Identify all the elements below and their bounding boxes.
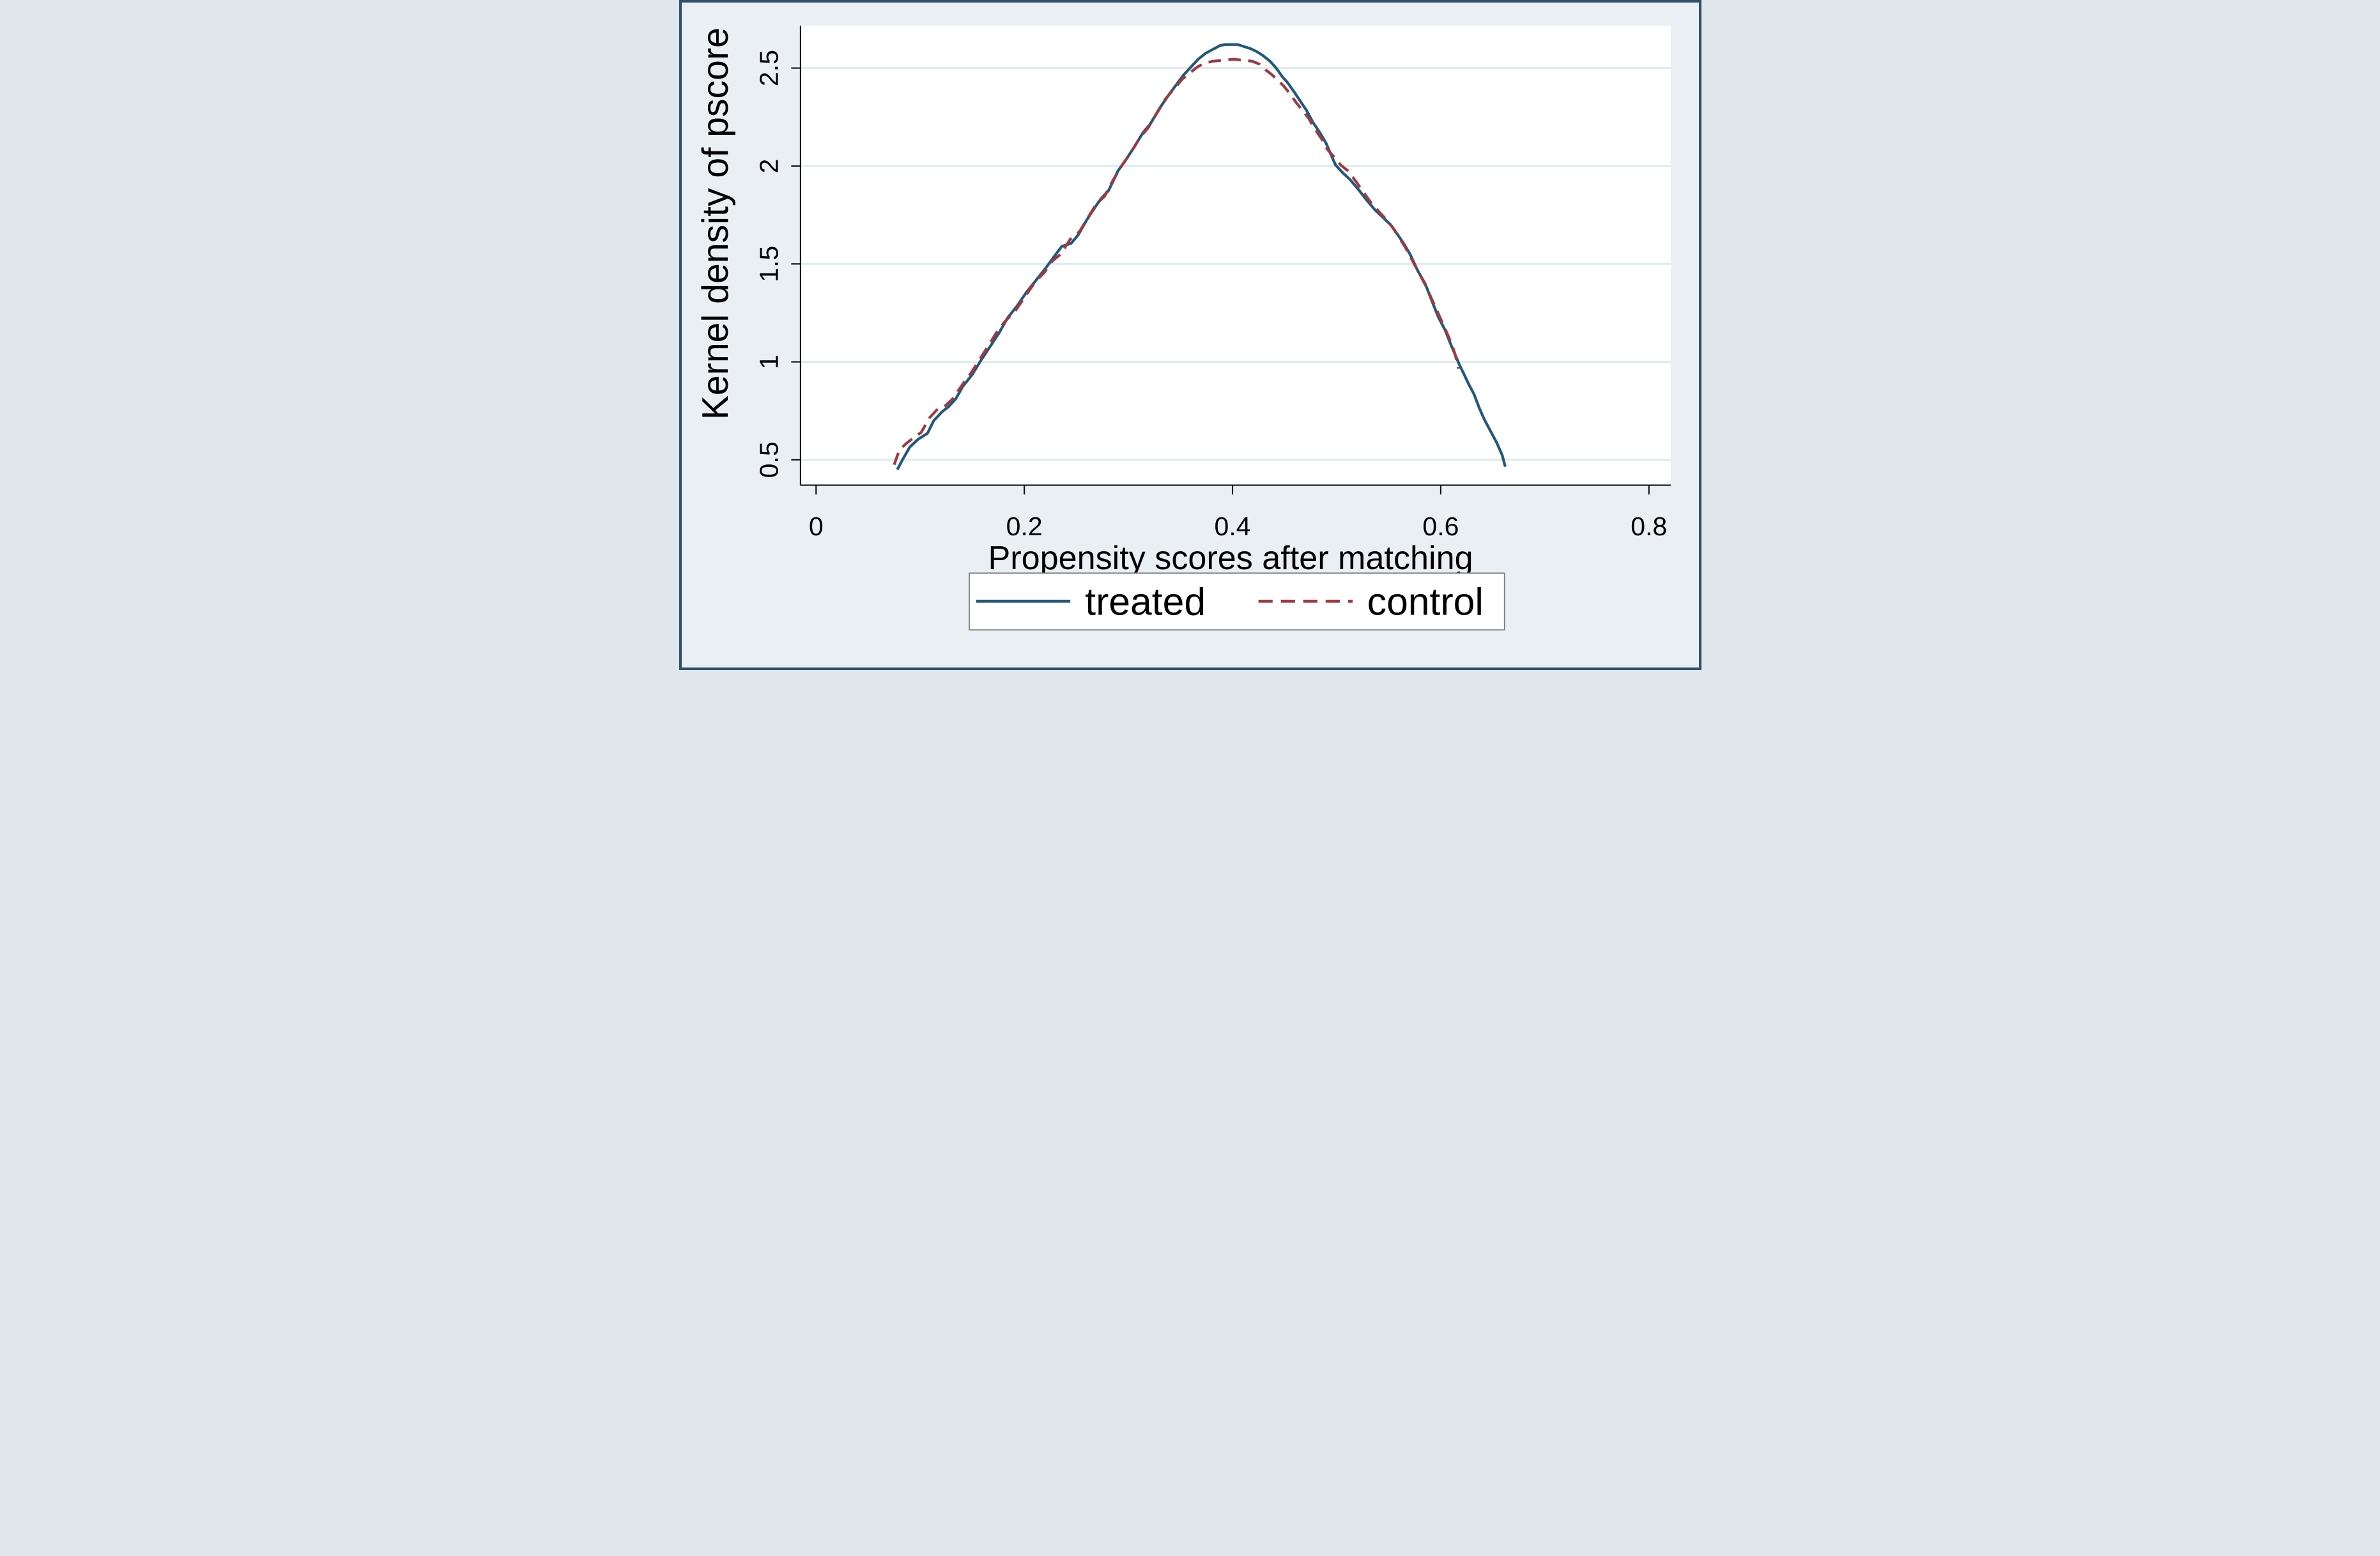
x-tick-label: 0.6 <box>1422 512 1459 541</box>
y-tick-label: 1.5 <box>754 246 783 282</box>
y-tick-label: 0.5 <box>754 441 783 478</box>
kernel-density-plot-svg: 0.5 1 1.5 2 2.5 0 0.2 0.4 0.6 0.8 Propensity scor… <box>679 0 1701 671</box>
y-tick-label: 2.5 <box>754 50 783 86</box>
y-tick-label: 2 <box>754 158 783 173</box>
gridlines-layer <box>800 67 1671 461</box>
y-tick-label: 1 <box>754 355 783 369</box>
axes <box>799 26 1671 486</box>
x-tick-label: 0 <box>808 512 823 541</box>
x-tick-label: 0.4 <box>1214 512 1250 541</box>
ticks-layer <box>790 67 1650 495</box>
legend-label-control: control <box>1367 580 1483 623</box>
legend-label-treated: treated <box>1085 580 1206 623</box>
tick-labels-layer: 0.5 1 1.5 2 2.5 0 0.2 0.4 0.6 0.8 <box>754 50 1667 541</box>
series-layer <box>892 43 1507 471</box>
legend: treated control <box>968 572 1505 630</box>
kernel-density-figure: 0.5 1 1.5 2 2.5 0 0.2 0.4 0.6 0.8 Propensity scor… <box>679 0 1701 671</box>
x-tick-label: 0.2 <box>1006 512 1042 541</box>
x-axis-title: Propensity scores after matching <box>988 540 1473 577</box>
series-line-control <box>892 57 1460 466</box>
x-tick-label: 0.8 <box>1631 512 1667 541</box>
y-axis-title: Kernel density of pscore <box>695 27 735 420</box>
